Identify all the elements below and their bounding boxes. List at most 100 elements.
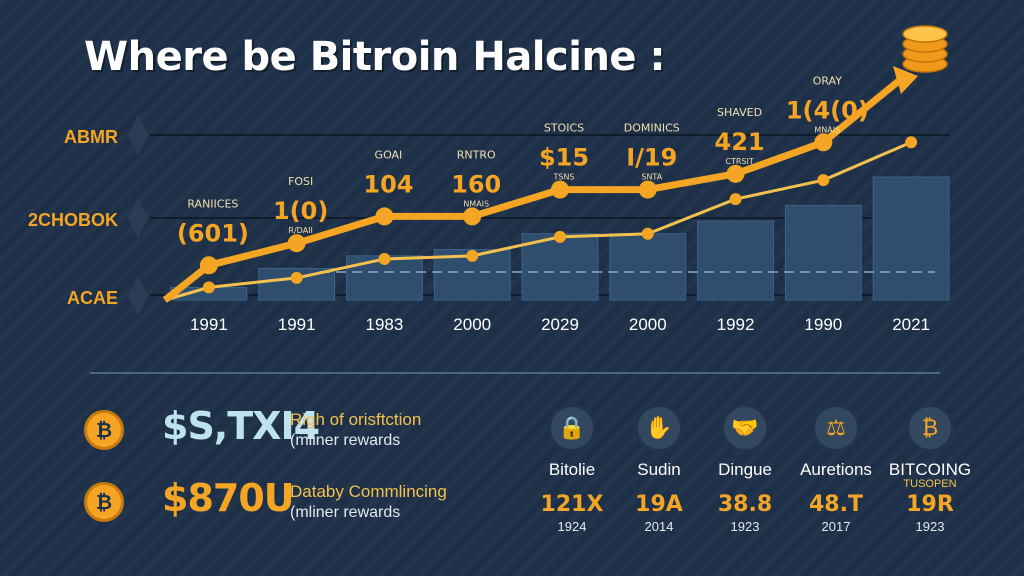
lock-icon: 🔒 — [548, 404, 596, 452]
category-value: 48.T — [809, 492, 863, 517]
thick-line-point — [287, 234, 306, 253]
annotation-label: GOAI — [375, 148, 403, 161]
category-lock: 🔒 Bitolie 121X 1924 — [524, 404, 620, 534]
thick-line-point — [463, 207, 482, 226]
category-gavel: ⚖ Auretions 48.T 2017 — [788, 404, 884, 534]
category-value: 19R — [906, 492, 954, 517]
annotation-value: 421 — [715, 128, 765, 156]
x-tick-label: 2021 — [892, 315, 930, 334]
coin-stack-icon — [902, 25, 948, 43]
annotation-sub: MNAIS — [814, 125, 840, 134]
annotation-label: STOICS — [544, 122, 584, 135]
annotation-value: 1(4(0) — [786, 96, 869, 124]
category-name: BITCOING — [888, 460, 972, 479]
category-name: Sudin — [637, 460, 681, 479]
thick-line-point — [638, 180, 657, 199]
thick-line-point — [551, 180, 569, 199]
thin-line-point — [378, 253, 391, 265]
x-tick-label: 2000 — [453, 315, 491, 334]
stat-amount: $870U — [162, 476, 295, 520]
thick-line-point — [375, 207, 394, 226]
annotation-value: 160 — [451, 170, 501, 198]
bitcoin-icon: ₿ — [906, 404, 954, 452]
category-bitcoin: ₿ BITCOING TUSOPEN 19R 1923 — [882, 404, 978, 534]
category-year: 1923 — [730, 519, 760, 534]
annotation-value: 104 — [363, 170, 413, 198]
x-tick-label: 1991 — [278, 315, 316, 334]
x-tick-label: 1991 — [190, 315, 228, 334]
diamond-marker — [128, 115, 148, 155]
stat-sublabel: (mliner rewards — [290, 432, 401, 449]
bar — [872, 176, 950, 301]
stat-row-1: ₿ $S,TXI4 Righ of orisftction (mliner re… — [84, 404, 504, 464]
annotation-label: FOSI — [288, 175, 313, 188]
section-divider — [90, 372, 940, 374]
bar — [697, 220, 774, 301]
category-sub: TUSOPEN — [903, 478, 957, 490]
category-name: Dingue — [718, 460, 772, 479]
annotation-label: RNTRO — [457, 148, 496, 161]
thin-line-point — [466, 249, 479, 262]
annotation-sub: SNTA — [641, 173, 662, 182]
stat-row-2: ₿ $870U Databy Commlincing (mliner rewar… — [84, 476, 504, 536]
y-tick-label: ABMR — [64, 127, 118, 147]
thick-line-point — [726, 164, 745, 183]
handshake-icon: 🤝 — [721, 404, 769, 452]
category-name: Bitolie — [548, 460, 596, 479]
x-tick-label: 1990 — [804, 315, 842, 334]
annotation-sub: NMAIS — [463, 199, 489, 208]
category-year: 1924 — [557, 519, 587, 534]
page-title: Where be Bitroin Halcine : — [84, 34, 665, 80]
annotation-value: $15 — [539, 144, 589, 172]
annotation-label: RANIICES — [187, 197, 238, 210]
category-value: 121X — [540, 492, 604, 517]
gavel-icon: ⚖ — [812, 404, 860, 452]
annotation-sub: CTRSIT — [725, 157, 753, 166]
bar — [609, 233, 687, 301]
annotation-value: I/19 — [626, 144, 677, 172]
category-year: 2017 — [821, 519, 851, 534]
bitcoin-icon: ₿ — [84, 482, 124, 522]
thin-line-point — [641, 227, 654, 240]
thin-line-point — [905, 136, 918, 149]
thin-line-point — [290, 271, 303, 284]
category-year: 2014 — [644, 519, 674, 534]
stat-label: Righ of orisftction — [290, 410, 422, 429]
x-tick-label: 1992 — [717, 315, 755, 334]
thin-line-point — [554, 230, 566, 243]
thick-line-point — [814, 133, 833, 152]
thin-line-point — [202, 281, 215, 294]
hand-icon: ✋ — [635, 404, 683, 452]
annotation-value: (601) — [177, 219, 249, 247]
category-value: 38.8 — [717, 492, 773, 517]
annotation-sub: R/DAII — [288, 226, 312, 235]
x-tick-label: 2000 — [629, 315, 667, 334]
diamond-marker — [128, 198, 148, 238]
series-line-thick — [162, 77, 903, 303]
annotation-label: SHAVED — [717, 106, 762, 119]
category-value: 19A — [635, 492, 683, 517]
arrow-head-icon — [893, 66, 918, 94]
annotation-label: DOMINICS — [624, 122, 680, 135]
stat-amount: $S,TXI4 — [162, 404, 320, 448]
x-tick-label: 1983 — [366, 315, 404, 334]
bar — [521, 233, 599, 301]
category-hand: ✋ Sudin 19A 2014 — [611, 404, 707, 534]
bar — [784, 204, 862, 301]
thin-line-point — [729, 193, 742, 206]
diamond-marker — [128, 276, 148, 316]
annotation-value: 1(0) — [273, 197, 328, 225]
category-name: Auretions — [800, 460, 872, 479]
series-line-thin — [164, 140, 912, 302]
annotation-label: ORAY — [813, 74, 843, 87]
annotation-sub: TSNS — [552, 173, 574, 182]
stat-label: Databy Commlincing — [290, 482, 447, 501]
category-handshake: 🤝 Dingue 38.8 1923 — [697, 404, 793, 534]
x-tick-label: 2029 — [541, 315, 579, 334]
y-tick-label: ACAE — [67, 288, 118, 308]
halving-chart: ABMR 2CHOBOK ACAE RANIICES (601) FOSI 1(0)R/DA… — [28, 25, 950, 334]
y-tick-label: 2CHOBOK — [28, 210, 118, 230]
stat-sublabel: (mliner rewards — [290, 504, 401, 521]
category-year: 1923 — [915, 519, 945, 534]
thick-line-point — [199, 256, 218, 275]
